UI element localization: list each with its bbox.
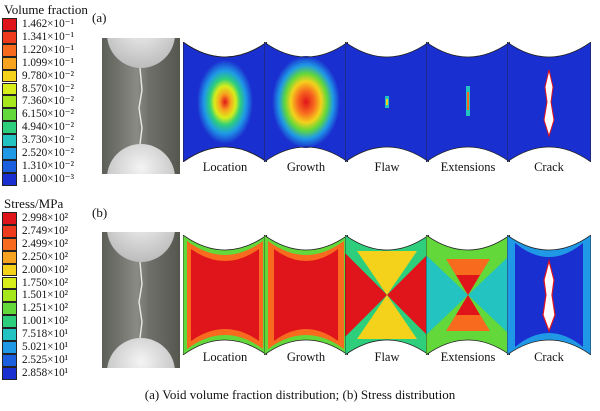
legend-a-swatch: [2, 159, 17, 173]
legend-a-label: 8.570×10⁻²: [22, 82, 74, 95]
legend-b-swatch: [2, 250, 17, 264]
legend-a-label: 4.940×10⁻²: [22, 121, 74, 134]
legend-b-label: 2.525×10¹: [22, 353, 69, 366]
legend-b-label: 2.499×10²: [22, 237, 69, 250]
legend-a-swatch: [2, 95, 17, 109]
legend-b-label: 2.000×10²: [22, 263, 69, 276]
legend-b-title: Stress/MPa: [4, 196, 64, 211]
legend-a-swatch: [2, 147, 17, 160]
legend-a: 1.462×10⁻¹ 1.341×10⁻¹ 1.220×10⁻¹ 1.099×10⁻¹…: [2, 18, 112, 186]
sim-a-growth: [264, 42, 348, 162]
sim-b-extensions: [426, 235, 510, 355]
legend-b-swatch: [2, 237, 17, 251]
sim-b-flaw: [345, 235, 429, 355]
legend-a-swatch: [2, 134, 17, 147]
sim-a-extensions: [426, 42, 510, 162]
legend-a-label: 6.150×10⁻²: [22, 108, 74, 121]
panel-a-label: (a): [92, 10, 107, 25]
panel-b-label: (b): [92, 205, 108, 220]
stage-b-1: Growth: [286, 350, 326, 364]
sim-b-location: [183, 235, 267, 355]
legend-b-label: 5.021×10¹: [22, 341, 69, 353]
legend-a-label: 7.360×10⁻²: [22, 95, 74, 108]
legend-b-swatch: [2, 328, 17, 341]
sim-b-growth: [264, 235, 348, 355]
legend-b-swatch: [2, 289, 17, 303]
legend-a-label: 1.220×10⁻¹: [22, 43, 74, 56]
stage-a-0: Location: [202, 160, 248, 174]
legend-a-label: 1.000×10⁻³: [22, 172, 74, 185]
legend-b-swatch: [2, 315, 17, 329]
sim-a-crack: [507, 42, 591, 162]
legend-b-label: 2.858×10¹: [22, 366, 69, 379]
legend-a-swatch: [2, 82, 17, 96]
legend-a-swatch: [2, 172, 17, 186]
legend-b-label: 2.998×10²: [22, 212, 69, 224]
legend-a-label: 2.520×10⁻²: [22, 147, 74, 159]
legend-a-label: 1.462×10⁻¹: [22, 18, 74, 30]
legend-a-label: 1.099×10⁻¹: [22, 56, 74, 69]
sim-b-crack: [507, 235, 591, 355]
specimen-photo-b: [102, 232, 180, 368]
legend-a-title: Volume fraction: [4, 2, 88, 17]
legend-a-swatch: [2, 69, 17, 83]
legend-a-label: 1.310×10⁻²: [22, 159, 74, 172]
legend-b-label: 2.749×10²: [22, 224, 69, 237]
legend-b-swatch: [2, 224, 17, 238]
sim-a-flaw: [345, 42, 429, 162]
stage-a-2: Flaw: [374, 160, 400, 174]
legend-b-label: 1.001×10²: [22, 315, 69, 328]
stage-b-3: Extensions: [440, 350, 496, 364]
legend-a-label: 1.341×10⁻¹: [22, 30, 74, 43]
legend-b-swatch: [2, 341, 17, 354]
legend-a-swatch: [2, 121, 17, 135]
stage-a-3: Extensions: [440, 160, 496, 174]
stage-b-0: Location: [202, 350, 248, 364]
legend-a-swatch: [2, 43, 17, 57]
stage-a-1: Growth: [286, 160, 326, 174]
legend-a-swatch: [2, 56, 17, 70]
specimen-photo-a: [102, 38, 180, 174]
legend-b-swatch: [2, 302, 17, 316]
sim-a-location: [183, 42, 267, 162]
legend-a-swatch: [2, 18, 17, 31]
legend-a-label: 3.730×10⁻²: [22, 134, 74, 147]
figure-caption: (a) Void volume fraction distribution; (…: [144, 387, 456, 402]
legend-b-swatch: [2, 212, 17, 225]
stage-b-2: Flaw: [374, 350, 400, 364]
legend-b-swatch: [2, 366, 17, 380]
legend-b-label: 1.501×10²: [22, 289, 69, 302]
legend-b-label: 1.750×10²: [22, 276, 69, 289]
legend-a-swatch: [2, 108, 17, 122]
legend-b-label: 7.518×10¹: [22, 328, 69, 341]
legend-a-label: 9.780×10⁻²: [22, 69, 74, 82]
legend-a-swatch: [2, 30, 17, 44]
legend-b: 2.998×10² 2.749×10² 2.499×10² 2.250×10² 2.00…: [2, 212, 112, 380]
legend-b-swatch: [2, 263, 17, 277]
legend-b-label: 2.250×10²: [22, 250, 69, 263]
legend-b-swatch: [2, 353, 17, 367]
stage-a-4: Crack: [534, 160, 564, 174]
legend-b-label: 1.251×10²: [22, 302, 69, 315]
stage-b-4: Crack: [534, 350, 564, 364]
legend-b-swatch: [2, 276, 17, 290]
